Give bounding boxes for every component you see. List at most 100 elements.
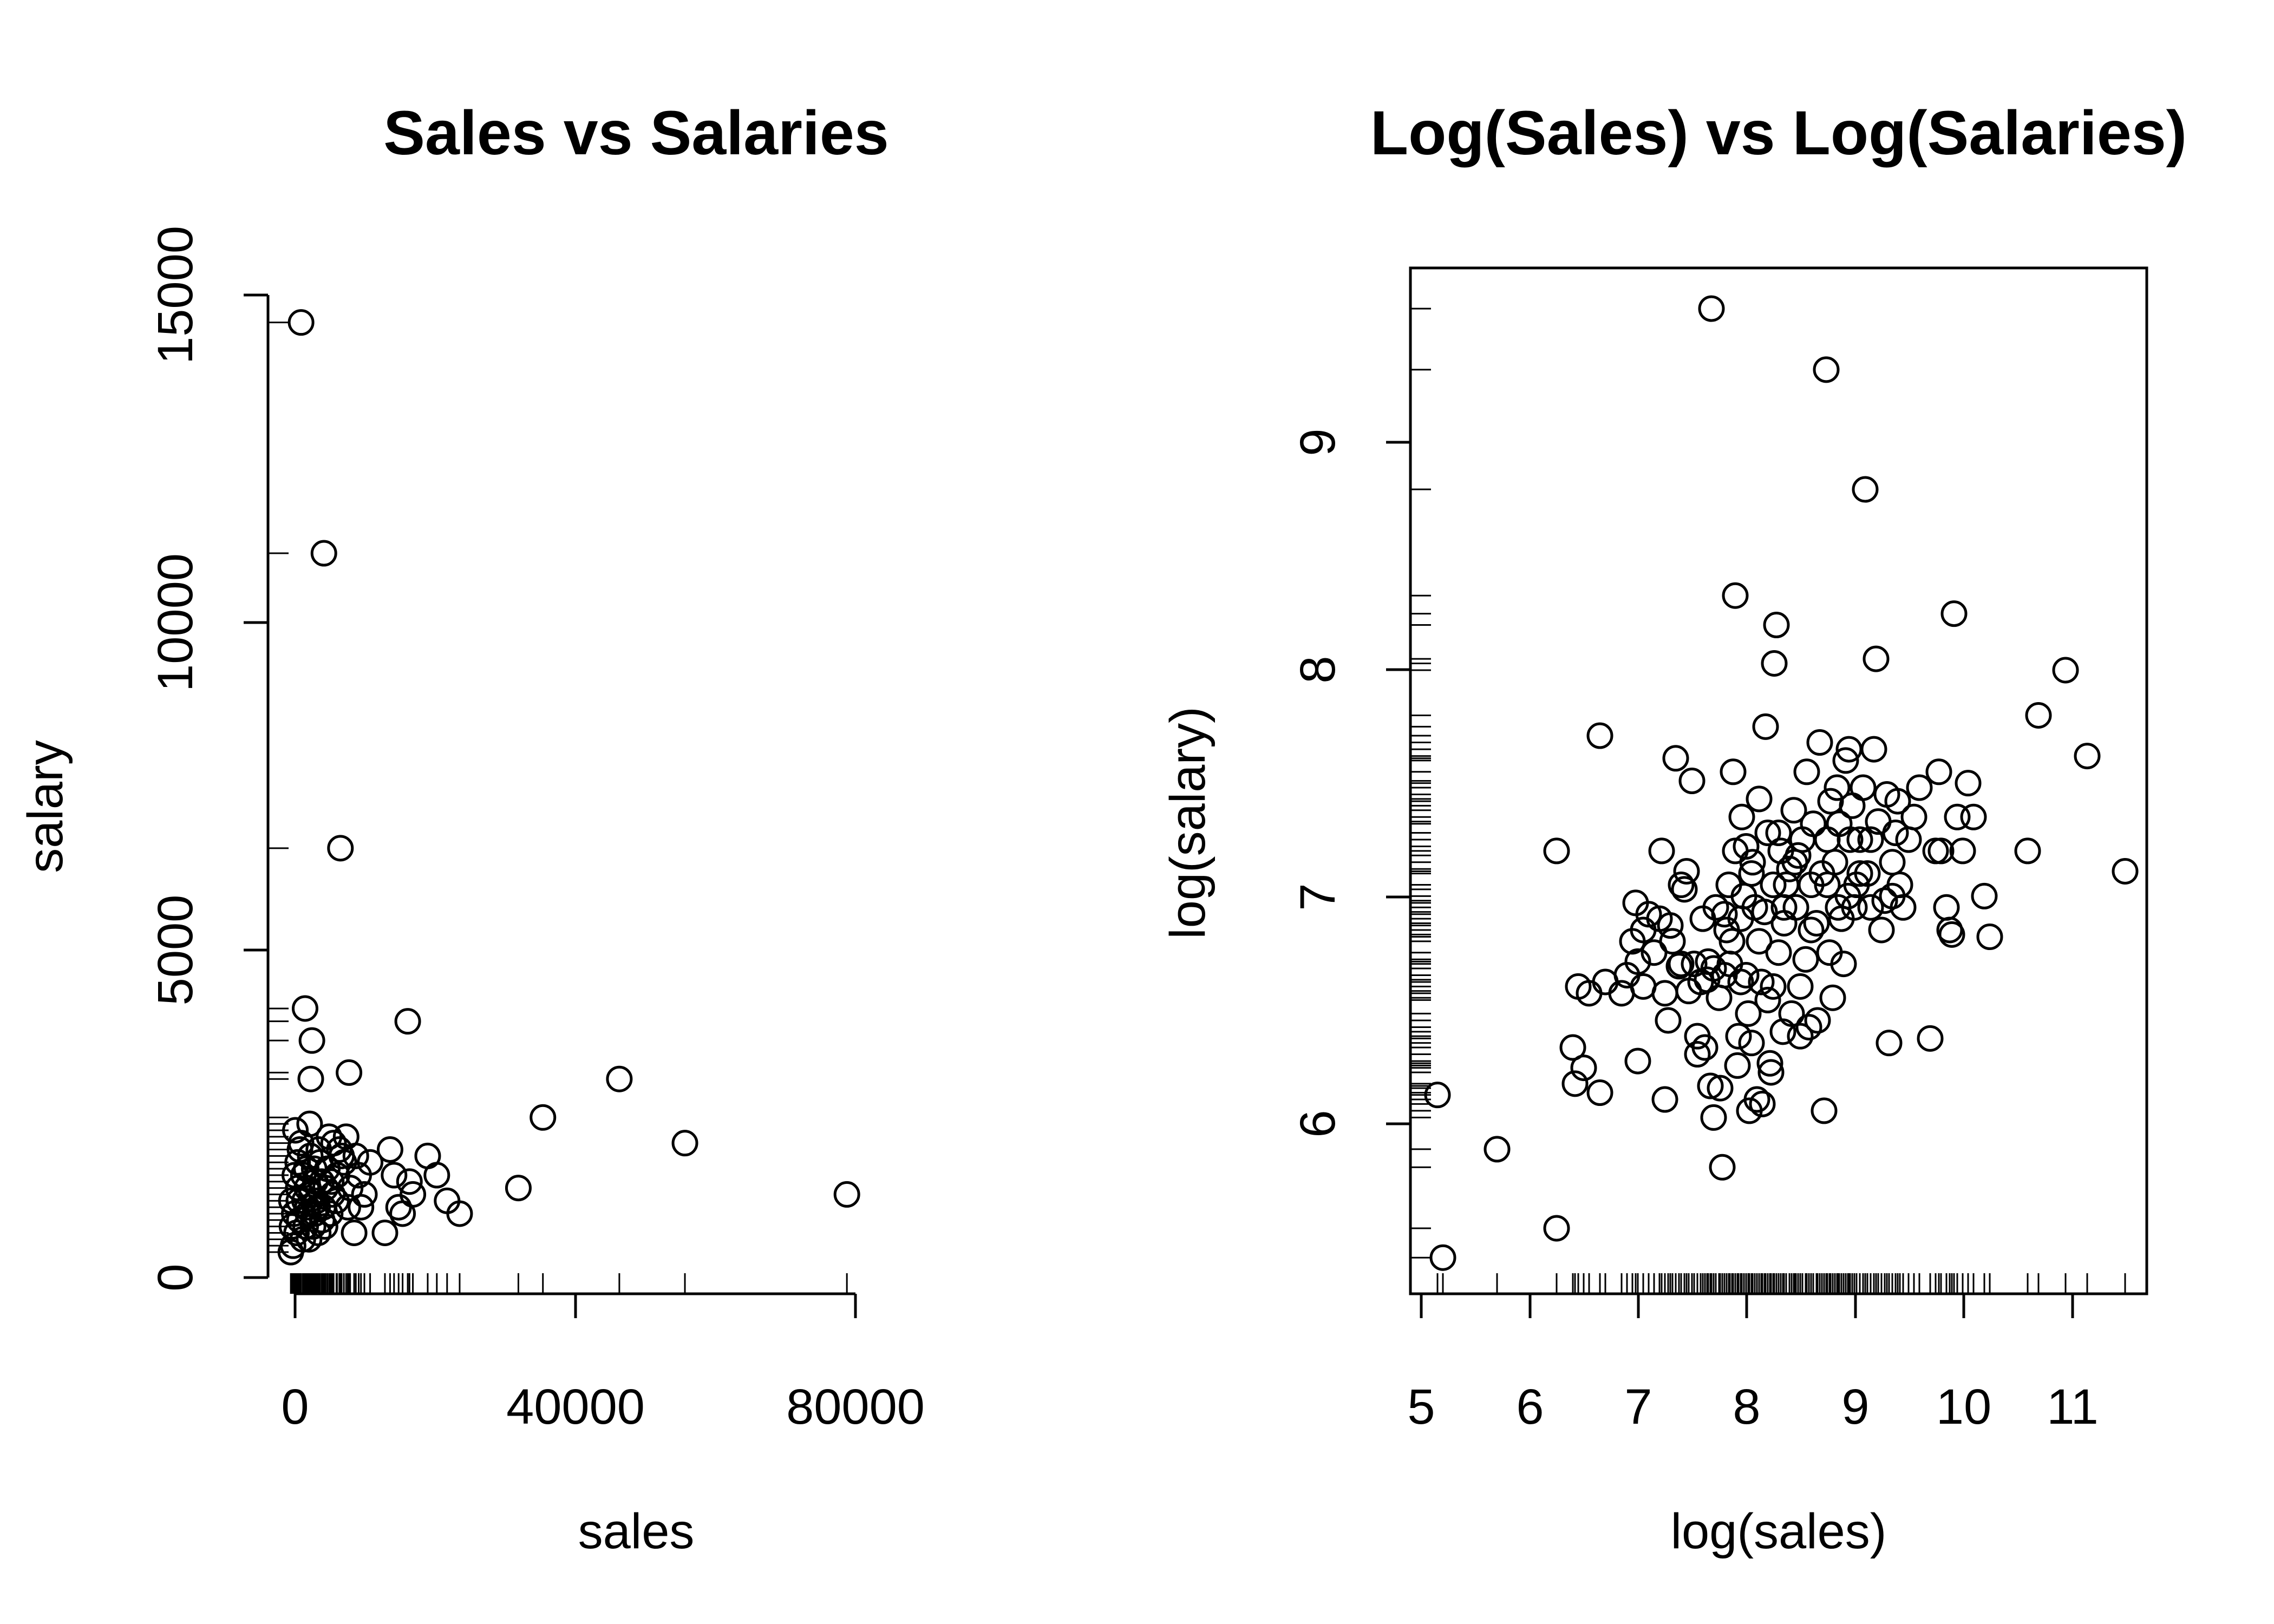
data-point: [1711, 901, 1738, 928]
data-point: [1832, 747, 1859, 774]
data-point: [1850, 774, 1877, 801]
data-point: [297, 1065, 324, 1092]
y-axis-label: log(salary): [1160, 706, 1216, 939]
data-point: [1846, 860, 1873, 887]
x-tick-label: 5: [1407, 1379, 1435, 1435]
data-point: [348, 1194, 375, 1221]
x-tick-label: 7: [1624, 1379, 1652, 1435]
x-tick-label: 8: [1733, 1379, 1760, 1435]
data-point: [2025, 702, 2052, 729]
data-point: [1681, 951, 1708, 978]
data-point: [1761, 650, 1788, 677]
data-point: [1662, 745, 1689, 772]
scatter-points: [277, 309, 860, 1266]
data-point: [376, 1136, 403, 1163]
data-point: [1678, 768, 1706, 794]
data-point: [1819, 984, 1846, 1011]
data-point: [319, 1181, 346, 1208]
data-point: [1754, 986, 1781, 1013]
data-point: [1960, 803, 1987, 830]
data-point: [1748, 968, 1775, 996]
data-point: [1846, 826, 1873, 853]
data-point: [1673, 857, 1700, 885]
data-point: [1955, 770, 1982, 797]
data-point: [1724, 1052, 1751, 1079]
data-point: [301, 1200, 328, 1227]
chart-title: Log(Sales) vs Log(Salaries): [1370, 99, 2187, 168]
data-point: [291, 995, 318, 1022]
data-point: [1749, 1090, 1776, 1117]
data-point: [400, 1181, 427, 1208]
data-point: [1813, 356, 1840, 383]
data-point: [1787, 973, 1814, 1000]
data-point: [345, 1162, 372, 1189]
data-point: [1735, 1000, 1762, 1027]
data-point: [1561, 1070, 1589, 1097]
data-point: [1949, 837, 1976, 865]
data-point: [671, 1130, 698, 1157]
data-point: [1765, 820, 1792, 847]
y-tick-label: 8: [1290, 656, 1345, 683]
data-point: [1697, 1072, 1724, 1099]
data-point: [351, 1181, 378, 1208]
data-point: [298, 1027, 325, 1054]
data-point: [1778, 1000, 1805, 1027]
data-point: [1655, 1007, 1682, 1034]
data-point: [1852, 476, 1879, 503]
data-point: [1927, 837, 1955, 865]
data-point: [1925, 758, 1952, 785]
data-point: [1757, 1059, 1785, 1086]
data-point: [1651, 1086, 1678, 1113]
x-tick-label: 0: [281, 1379, 309, 1435]
data-point: [1944, 803, 1971, 830]
x-axis-label: sales: [578, 1504, 695, 1559]
data-point: [2112, 857, 2139, 885]
data-point: [1787, 1023, 1814, 1050]
y-tick-label: 10000: [148, 553, 203, 692]
data-point: [1754, 820, 1781, 847]
data-point: [293, 1175, 321, 1202]
data-point: [1765, 939, 1792, 966]
data-point: [1776, 855, 1803, 882]
data-point: [1624, 1047, 1651, 1075]
x-tick-label: 80000: [786, 1379, 925, 1435]
data-point: [1760, 973, 1787, 1000]
data-point: [1743, 1086, 1770, 1113]
data-point: [1668, 951, 1695, 978]
data-point: [1718, 928, 1746, 955]
data-point: [1825, 894, 1852, 921]
y-tick-label: 6: [1290, 1110, 1345, 1137]
y-axis-ticks: 6 7 8 9: [1290, 428, 1410, 1138]
data-point: [1700, 955, 1727, 982]
data-point: [278, 1213, 305, 1240]
data-point: [284, 1149, 311, 1176]
data-point: [1543, 1215, 1570, 1242]
x-rug: [290, 1273, 848, 1294]
y-tick-label: 7: [1290, 883, 1345, 911]
data-point: [1684, 1041, 1711, 1068]
chart-title: Sales vs Salaries: [383, 99, 889, 168]
data-point: [1657, 912, 1684, 939]
y-tick-label: 9: [1290, 428, 1345, 456]
data-point: [1429, 1244, 1456, 1271]
data-point: [1882, 820, 1909, 847]
x-tick-label: 10: [1936, 1379, 1991, 1435]
y-axis-label: salary: [18, 740, 73, 873]
data-point: [1739, 849, 1766, 876]
data-point: [2074, 743, 2101, 770]
data-point: [1876, 1030, 1903, 1057]
data-point: [1863, 645, 1890, 672]
data-point: [606, 1065, 633, 1092]
data-point: [2052, 657, 2079, 684]
data-point: [1648, 837, 1675, 865]
data-point: [1857, 826, 1884, 853]
data-point: [1624, 948, 1651, 975]
data-point: [414, 1142, 441, 1169]
data-point: [1665, 953, 1693, 980]
data-point: [1798, 916, 1825, 944]
data-point: [1781, 849, 1808, 876]
data-point: [1570, 1055, 1597, 1082]
data-point: [1884, 788, 1911, 815]
